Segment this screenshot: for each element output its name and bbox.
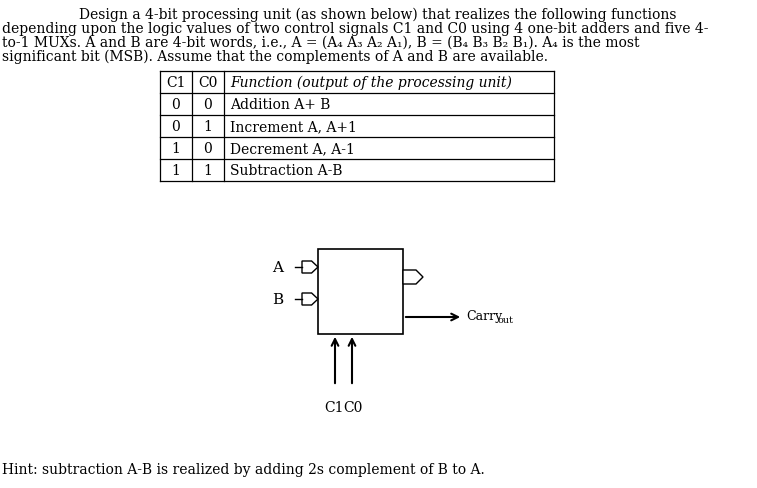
- Text: 1: 1: [172, 163, 180, 178]
- Text: 0: 0: [204, 142, 213, 156]
- Text: B: B: [272, 292, 283, 306]
- Text: Hint: subtraction A-B is realized by adding 2s complement of B to A.: Hint: subtraction A-B is realized by add…: [2, 462, 484, 476]
- Text: Function (output of the processing unit): Function (output of the processing unit): [230, 76, 512, 90]
- Text: to-1 MUXs. A and B are 4-bit words, i.e., A = (A₄ A₃ A₂ A₁), B = (B₄ B₃ B₂ B₁). : to-1 MUXs. A and B are 4-bit words, i.e.…: [2, 36, 640, 50]
- Text: Increment A, A+1: Increment A, A+1: [230, 120, 357, 134]
- Text: 1: 1: [204, 120, 213, 134]
- Text: Decrement A, A-1: Decrement A, A-1: [230, 142, 355, 156]
- Text: A: A: [272, 261, 283, 274]
- Text: Addition A+ B: Addition A+ B: [230, 98, 330, 112]
- Text: 0: 0: [172, 98, 180, 112]
- Polygon shape: [403, 270, 423, 285]
- Text: 0: 0: [204, 98, 213, 112]
- Text: Subtraction A-B: Subtraction A-B: [230, 163, 342, 178]
- Text: C0: C0: [344, 400, 363, 414]
- Text: significant bit (MSB). Assume that the complements of A and B are available.: significant bit (MSB). Assume that the c…: [2, 50, 548, 64]
- Text: out: out: [497, 316, 513, 325]
- Text: C1: C1: [324, 400, 344, 414]
- Text: C1: C1: [167, 76, 185, 90]
- Text: 0: 0: [172, 120, 180, 134]
- Text: 1: 1: [172, 142, 180, 156]
- Polygon shape: [302, 262, 318, 273]
- Polygon shape: [302, 293, 318, 305]
- Text: 1: 1: [204, 163, 213, 178]
- Text: Design a 4-bit processing unit (as shown below) that realizes the following func: Design a 4-bit processing unit (as shown…: [79, 8, 677, 22]
- Text: C0: C0: [198, 76, 218, 90]
- Text: depending upon the logic values of two control signals C1 and C0 using 4 one-bit: depending upon the logic values of two c…: [2, 22, 709, 36]
- Bar: [318, 249, 403, 334]
- Text: Carry: Carry: [466, 310, 502, 323]
